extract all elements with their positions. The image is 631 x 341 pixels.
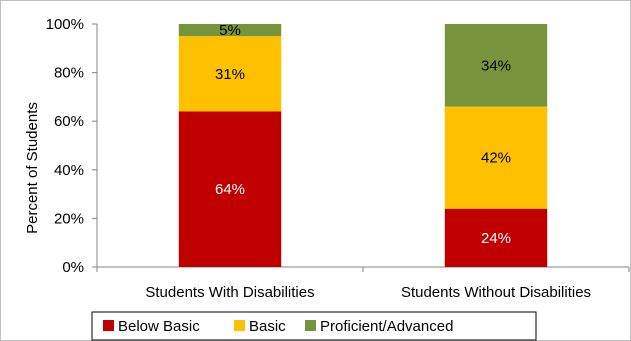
- x-category-label: Students With Disabilities: [145, 284, 314, 301]
- bar-segment: [178, 24, 282, 37]
- data-label: 42%: [481, 150, 511, 167]
- y-tick-label: 20%: [54, 210, 84, 227]
- legend-label: Below Basic: [118, 318, 200, 335]
- axis-layer: 0% 20% 40% 60% 80% 100% Students With Disabili…: [46, 16, 630, 301]
- y-tick-label: 60%: [54, 113, 84, 130]
- y-tick-label: 40%: [54, 162, 84, 179]
- legend-swatch: [234, 320, 245, 331]
- legend-swatch: [103, 320, 114, 331]
- bar-segment: [178, 36, 282, 112]
- legend: Below Basic Basic Proficient/Advanced: [91, 311, 537, 341]
- data-label: 24%: [481, 230, 511, 247]
- legend-label: Proficient/Advanced: [320, 318, 453, 335]
- y-tick-label: 0%: [62, 259, 84, 276]
- y-axis-title: Percent of Students: [24, 102, 41, 234]
- y-tick-label: 100%: [46, 16, 84, 33]
- y-tick-label: 80%: [54, 65, 84, 82]
- bars-layer: [178, 24, 548, 267]
- data-label: 5%: [219, 22, 241, 39]
- bar-segment: [444, 106, 548, 209]
- legend-label: Basic: [249, 318, 286, 335]
- data-label: 31%: [215, 66, 245, 83]
- data-label: 34%: [481, 57, 511, 74]
- legend-swatch: [305, 320, 316, 331]
- bar-segment: [178, 111, 282, 267]
- x-category-label: Students Without Disabilities: [401, 284, 591, 301]
- bar-segment: [444, 24, 548, 107]
- data-label: 64%: [215, 181, 245, 198]
- data-labels-layer: 64% 31% 5% 24% 42% 34%: [215, 22, 511, 247]
- bar-segment: [444, 208, 548, 267]
